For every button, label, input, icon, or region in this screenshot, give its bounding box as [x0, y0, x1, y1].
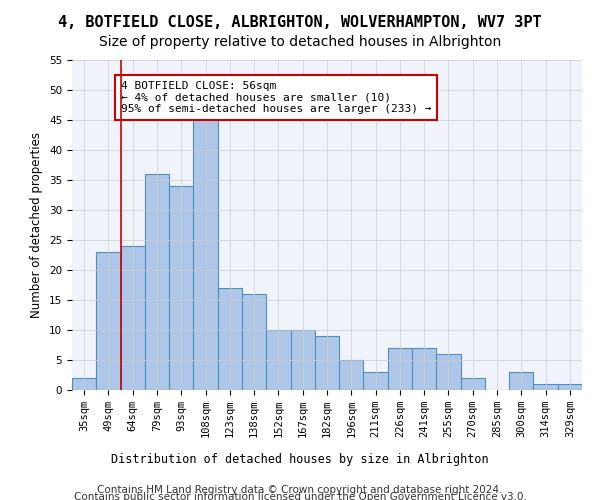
Bar — [412, 348, 436, 390]
Bar — [533, 384, 558, 390]
Bar — [364, 372, 388, 390]
Text: Contains public sector information licensed under the Open Government Licence v3: Contains public sector information licen… — [74, 492, 526, 500]
Bar — [121, 246, 145, 390]
Text: 4 BOTFIELD CLOSE: 56sqm
← 4% of detached houses are smaller (10)
95% of semi-det: 4 BOTFIELD CLOSE: 56sqm ← 4% of detached… — [121, 81, 431, 114]
Bar — [290, 330, 315, 390]
Text: 4, BOTFIELD CLOSE, ALBRIGHTON, WOLVERHAMPTON, WV7 3PT: 4, BOTFIELD CLOSE, ALBRIGHTON, WOLVERHAM… — [58, 15, 542, 30]
Bar — [169, 186, 193, 390]
Text: Size of property relative to detached houses in Albrighton: Size of property relative to detached ho… — [99, 35, 501, 49]
Bar — [218, 288, 242, 390]
Bar — [558, 384, 582, 390]
Text: Distribution of detached houses by size in Albrighton: Distribution of detached houses by size … — [111, 452, 489, 466]
Bar — [436, 354, 461, 390]
Y-axis label: Number of detached properties: Number of detached properties — [31, 132, 43, 318]
Bar — [461, 378, 485, 390]
Text: Contains HM Land Registry data © Crown copyright and database right 2024.: Contains HM Land Registry data © Crown c… — [97, 485, 503, 495]
Bar — [145, 174, 169, 390]
Bar — [96, 252, 121, 390]
Bar — [193, 114, 218, 390]
Bar — [509, 372, 533, 390]
Bar — [266, 330, 290, 390]
Bar — [388, 348, 412, 390]
Bar — [72, 378, 96, 390]
Bar — [242, 294, 266, 390]
Bar — [315, 336, 339, 390]
Bar — [339, 360, 364, 390]
